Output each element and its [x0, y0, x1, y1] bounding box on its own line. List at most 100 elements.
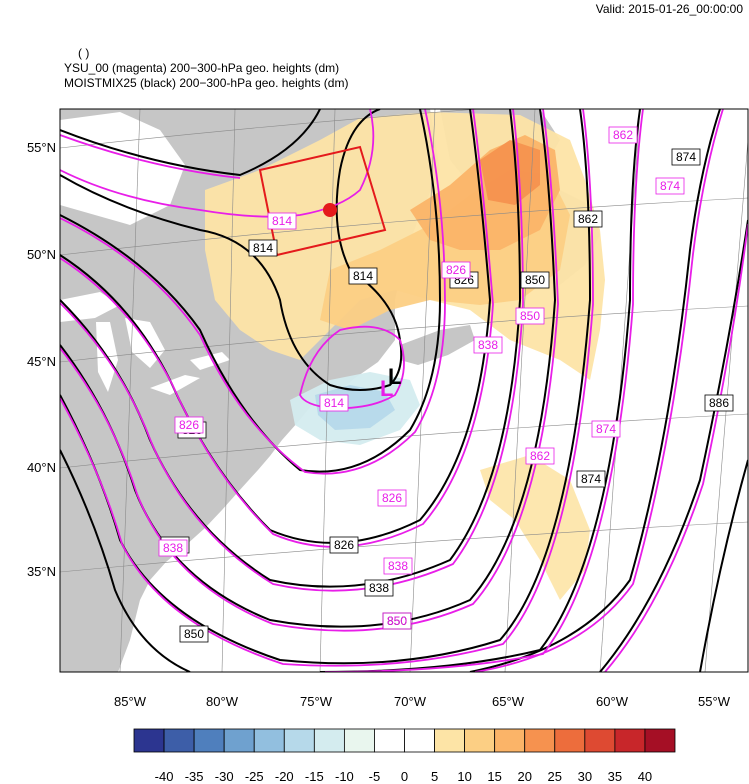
contour-label-text: 826 [179, 418, 199, 432]
contour-label-magenta: 874 [591, 420, 621, 438]
contour-label-black: 814 [248, 239, 278, 257]
colorbar-tick-label: -25 [245, 769, 264, 784]
colorbar-tick-label: 10 [457, 769, 471, 784]
lat-label: 35°N [27, 564, 56, 579]
contour-label-black: 838 [364, 579, 394, 597]
colorbar-tick-label: 5 [431, 769, 438, 784]
colorbar-swatch [133, 728, 165, 753]
colorbar-tick-label: 40 [638, 769, 652, 784]
contour-label-text: 850 [387, 614, 407, 628]
title-line-moistmix: MOISTMIX25 (black) 200−300-hPa geo. heig… [64, 76, 349, 90]
title-line-ysu: YSU_00 (magenta) 200−300-hPa geo. height… [64, 61, 340, 75]
contour-label-text: 838 [478, 338, 498, 352]
contour-label-text: 850 [387, 614, 407, 628]
colorbar-swatch [404, 728, 435, 753]
lat-label: 40°N [27, 460, 56, 475]
colorbar-swatch [313, 728, 345, 753]
map-canvas: 814 814 826 826 826 838 838 850 850 850 … [60, 109, 748, 672]
colorbar-tick-label: -10 [335, 769, 354, 784]
contour-label-text: 814 [324, 396, 344, 410]
contour-label-magenta: 826 [441, 261, 471, 279]
contour-label-black: 874 [671, 148, 701, 166]
contour-label-text: 838 [369, 581, 389, 595]
colorbar-swatch [614, 728, 646, 753]
lon-label: 55°W [698, 694, 731, 709]
colorbar-swatch [644, 728, 676, 753]
contour-label-text: 826 [382, 491, 402, 505]
contour-label-text: 874 [596, 422, 616, 436]
colorbar-swatch [584, 728, 616, 753]
contour-label-magenta: 838 [158, 539, 188, 557]
low-marker-black: L [388, 364, 401, 389]
colorbar-labels: -40 -35 -30 -25 -20 -15 -10 -5 0 5 10 15 20 25 30 35 40 [155, 769, 653, 784]
contour-label-text: 862 [530, 449, 550, 463]
contour-label-text: 850 [184, 627, 204, 641]
lon-label: 75°W [300, 694, 333, 709]
contour-label-black: 874 [576, 470, 606, 488]
contour-label-black: 862 [573, 210, 603, 228]
contour-label-text: 850 [525, 273, 545, 287]
contour-label-magenta: 826 [174, 416, 204, 434]
contour-label-magenta: 814 [319, 394, 349, 412]
colorbar-tick-label: 15 [487, 769, 501, 784]
colorbar [133, 728, 676, 753]
lake-ontario [190, 352, 230, 370]
map-frame [59, 108, 749, 673]
lon-label: 85°W [114, 694, 147, 709]
contour-label-text: 886 [709, 396, 729, 410]
colorbar-tick-label: 20 [517, 769, 531, 784]
colorbar-swatch [554, 728, 586, 753]
low-marker-magenta: L [380, 376, 393, 401]
contour-label-black: 886 [704, 394, 734, 412]
magenta-label-group: 814 814 826 826 826 838 838 838 850 850 … [158, 126, 685, 630]
contour-label-text: 838 [163, 541, 183, 555]
contour-label-black: 826 [329, 536, 359, 554]
colorbar-swatch [494, 728, 526, 753]
lon-label: 65°W [492, 694, 525, 709]
contour-label-text: 814 [272, 214, 292, 228]
reference-point [323, 203, 337, 217]
contour-label-magenta: 862 [608, 126, 638, 144]
contour-label-text: 874 [581, 472, 601, 486]
shade-orange-core [480, 140, 540, 205]
colorbar-swatch [524, 728, 556, 753]
contour-label-magenta: 850 [515, 307, 545, 325]
contour-label-magenta: 826 [377, 489, 407, 507]
lon-label: 80°W [206, 694, 239, 709]
colorbar-tick-label: -20 [275, 769, 294, 784]
lat-label: 45°N [27, 354, 56, 369]
contour-label-text: 838 [388, 559, 408, 573]
contour-label-black: 850 [179, 625, 209, 643]
contour-label-magenta: 838 [473, 336, 503, 354]
colorbar-tick-label: 0 [401, 769, 408, 784]
lat-label: 55°N [27, 140, 56, 155]
contour-label-black: 814 [348, 267, 378, 285]
contour-label-text: 874 [660, 179, 680, 193]
colorbar-tick-label: -30 [215, 769, 234, 784]
contour-label-text: 814 [353, 269, 373, 283]
hudson-bay-water [60, 112, 185, 225]
contour-label-black: 850 [520, 271, 550, 289]
lon-label: 70°W [394, 694, 427, 709]
lon-label-group: 85°W 80°W 75°W 70°W 65°W 60°W 55°W [114, 694, 731, 709]
contour-label-magenta: 838 [383, 557, 413, 575]
colorbar-tick-label: 30 [578, 769, 592, 784]
contour-label-magenta: 850 [382, 612, 412, 630]
colorbar-swatch [343, 728, 375, 753]
lat-label-group: 55°N 50°N 45°N 40°N 35°N [27, 140, 56, 579]
colorbar-tick-label: -5 [369, 769, 381, 784]
contour-label-magenta: 862 [525, 447, 555, 465]
contour-label-text: 862 [578, 212, 598, 226]
colorbar-swatch [283, 728, 315, 753]
colorbar-swatch [464, 728, 496, 753]
colorbar-swatch [223, 728, 255, 753]
contour-label-text: 850 [520, 309, 540, 323]
colorbar-tick-label: -15 [305, 769, 324, 784]
plot-subtitle: ( ) [78, 46, 90, 60]
lon-label: 60°W [596, 694, 629, 709]
lake-erie [150, 375, 200, 395]
lat-label: 50°N [27, 247, 56, 262]
contour-label-text: 814 [253, 241, 273, 255]
contour-label-text: 826 [334, 538, 354, 552]
